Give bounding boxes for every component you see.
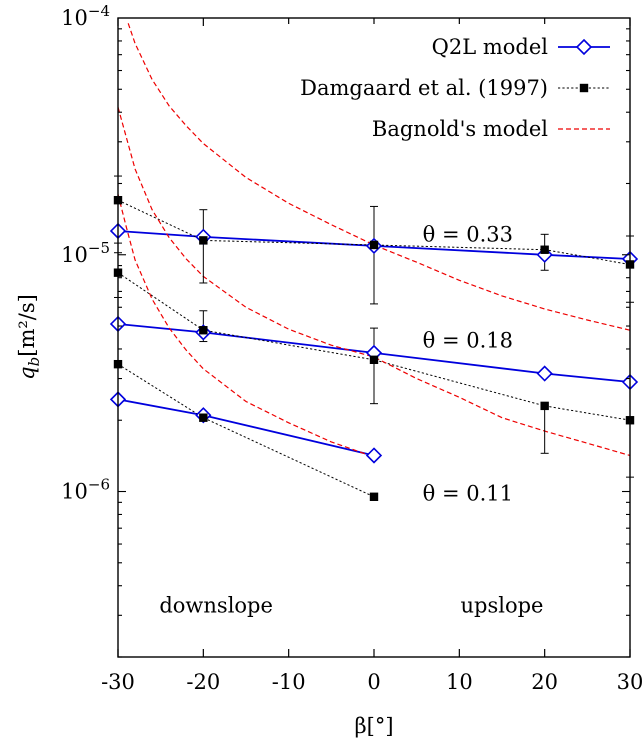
x-tick-label: -20 <box>186 670 220 694</box>
data-point-damgaard <box>199 236 208 245</box>
data-point-damgaard <box>199 326 208 335</box>
x-tick-label: 30 <box>617 670 643 694</box>
x-tick-label: -30 <box>101 670 135 694</box>
legend-label-damgaard: Damgaard et al. (1997) <box>300 76 548 100</box>
annotation-label: upslope <box>461 594 544 618</box>
y-axis-label: qb[m²/s] <box>15 294 43 380</box>
legend-label-bagnold: Bagnold's model <box>372 117 548 141</box>
legend-marker-q2l <box>575 38 593 56</box>
series-bagnold-line-1 <box>127 23 630 331</box>
x-axis-label: β[°] <box>354 714 393 738</box>
errorbar-2-3 <box>370 327 378 405</box>
y-tick-label: 10−4 <box>61 2 110 30</box>
data-point-damgaard <box>369 492 379 501</box>
legend-label-q2l: Q2L model <box>432 35 549 59</box>
data-point-damgaard <box>540 401 549 411</box>
series-damgaard-line-3 <box>118 363 375 498</box>
series-bagnold-line-2 <box>118 107 630 457</box>
data-point-damgaard <box>199 413 208 422</box>
annotation-layer: θ = 0.33 θ = 0.18 θ = 0.11 downslope upslope <box>159 222 543 617</box>
data-point-damgaard <box>369 240 379 250</box>
errorbar-layer <box>114 175 634 478</box>
errorbar-1-3 <box>370 205 378 305</box>
y-tick-label: 10−5 <box>61 239 110 267</box>
series-layer <box>118 23 630 498</box>
annotation-label: θ = 0.33 <box>423 222 513 246</box>
data-point-damgaard <box>369 355 379 365</box>
series-q2l-line-3 <box>118 398 375 457</box>
axis-layer: -30 -20 -10 0 10 20 30 10−6 10−5 10−4 <box>61 2 643 694</box>
x-tick-label: 10 <box>446 670 473 694</box>
annotation-label: θ = 0.11 <box>423 482 513 506</box>
errorbar-2-4 <box>540 405 549 454</box>
data-point-q2l <box>536 365 553 382</box>
data-point-damgaard <box>540 245 549 254</box>
legend-marker-damgaard <box>579 83 589 93</box>
annotation-label: downslope <box>159 594 273 618</box>
x-tick-label: 0 <box>367 670 380 694</box>
x-tick-label: -10 <box>272 670 306 694</box>
marker-layer <box>109 195 639 501</box>
legend: Q2L model Damgaard et al. (1997) Bagnold's… <box>252 24 622 150</box>
x-tick-label: 20 <box>531 670 558 694</box>
series-damgaard-line-2 <box>118 272 630 421</box>
annotation-label: θ = 0.18 <box>423 328 513 352</box>
y-tick-label: 10−6 <box>61 476 110 504</box>
data-point-q2l <box>365 447 383 464</box>
series-bagnold-line-3 <box>118 194 375 458</box>
errorbar-1-2 <box>199 209 208 284</box>
